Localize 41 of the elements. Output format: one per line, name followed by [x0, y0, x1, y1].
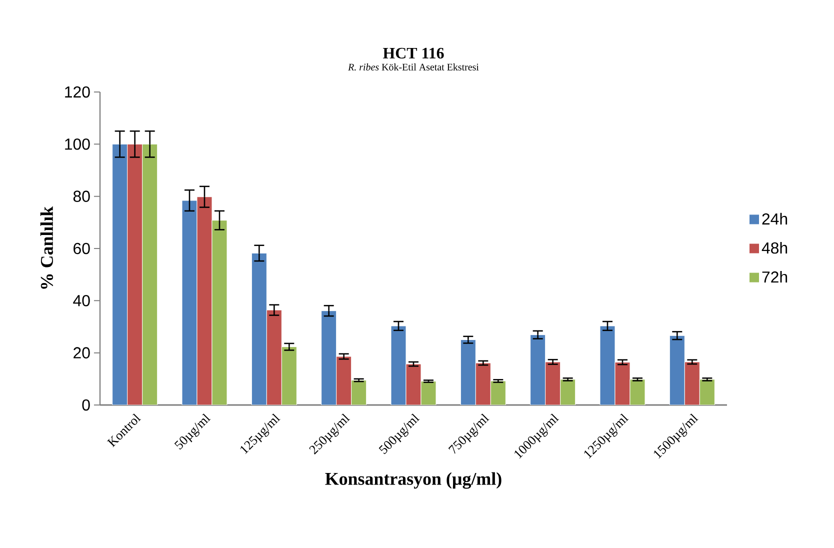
bar — [406, 364, 422, 405]
bar — [390, 326, 406, 405]
bar — [266, 310, 282, 405]
bar — [699, 379, 715, 405]
bar — [669, 335, 685, 405]
bar — [281, 346, 297, 405]
bar — [212, 220, 228, 405]
bar — [684, 362, 700, 405]
legend-label: 72h — [762, 270, 788, 283]
bar — [112, 144, 128, 405]
bar — [127, 144, 143, 405]
bar — [490, 380, 506, 405]
chart-subtitle: R. ribes Kök-Etil Asetat Ekstresi — [348, 63, 479, 70]
bar — [251, 252, 267, 405]
y-tick-label: 60 — [74, 242, 90, 254]
y-tick-label: 40 — [73, 295, 90, 306]
y-tick-label: 20 — [74, 347, 90, 358]
y-tick-label: 0 — [82, 399, 90, 411]
bar — [545, 362, 561, 405]
bar — [196, 196, 212, 405]
legend-label: 48h — [762, 242, 788, 254]
bar — [614, 362, 630, 405]
bar — [420, 381, 436, 405]
y-tick-label: 80 — [73, 190, 90, 202]
bar — [560, 379, 576, 405]
chart-title: HCT 116 — [382, 48, 444, 59]
bar — [600, 326, 616, 405]
bar — [321, 310, 337, 405]
bar — [460, 340, 476, 405]
bar — [351, 380, 367, 405]
bar — [182, 200, 198, 405]
y-tick-label: 100 — [65, 138, 90, 150]
bar — [630, 379, 646, 405]
bar — [475, 362, 491, 405]
y-tick-label: 120 — [65, 86, 90, 98]
legend-label: 24h — [762, 212, 788, 224]
bar — [336, 356, 352, 405]
x-axis-title: Konsantrasyon (µg/ml) — [325, 472, 502, 489]
bar — [142, 144, 158, 405]
bar — [530, 334, 546, 405]
y-axis-title: % Canlılık — [40, 206, 54, 289]
